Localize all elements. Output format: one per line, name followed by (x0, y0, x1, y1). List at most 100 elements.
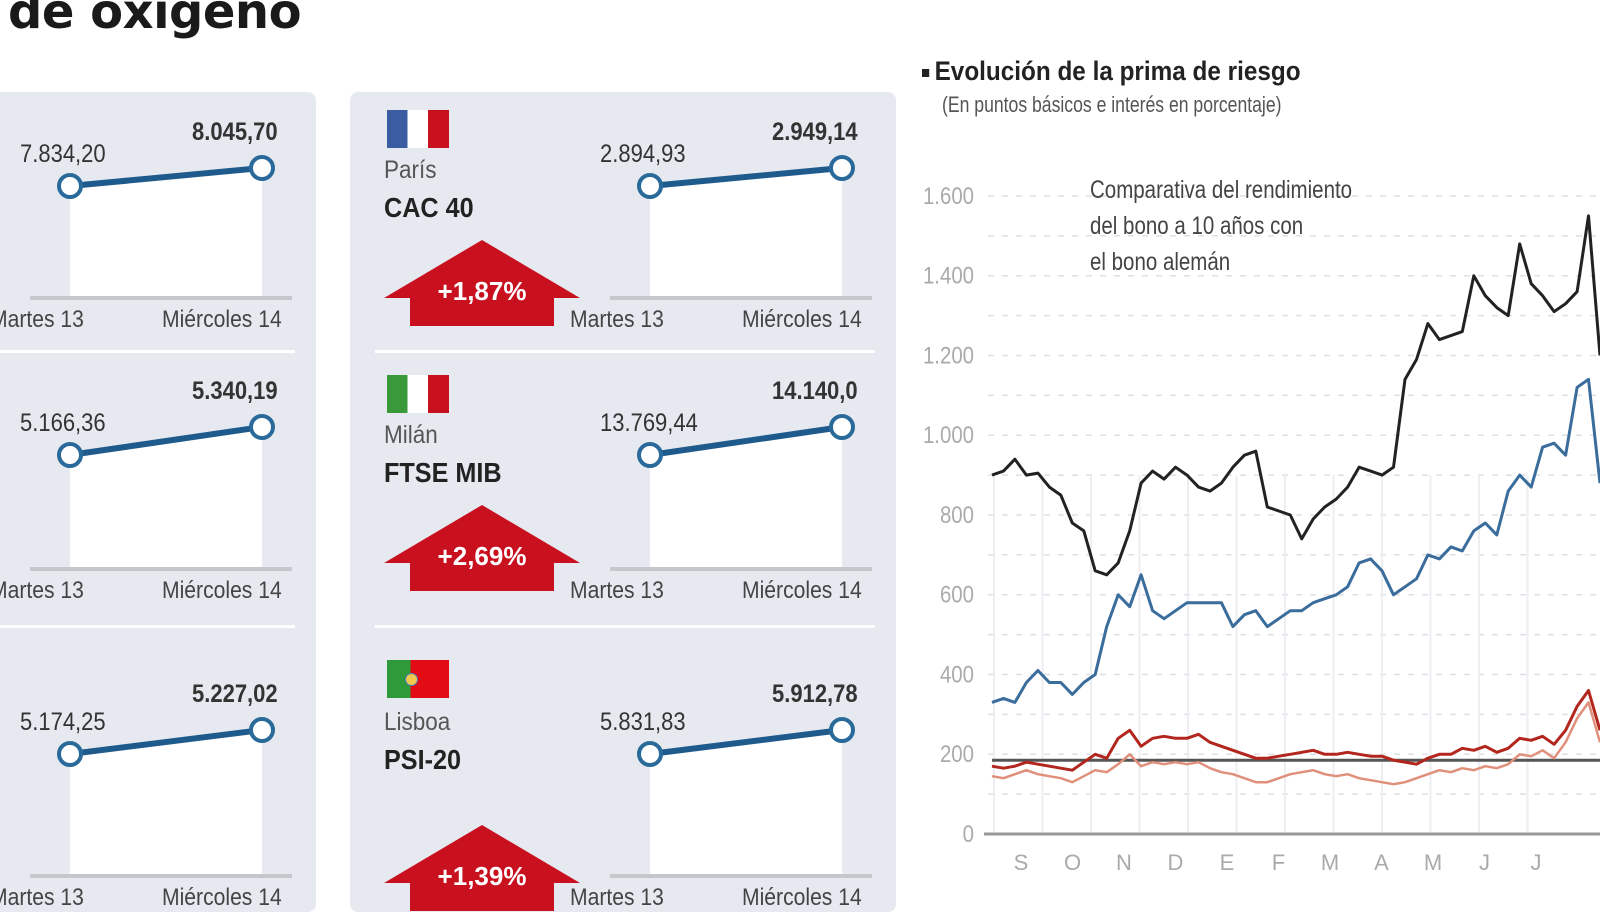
chart-annotation: Comparativa del rendimiento del bono a 1… (1090, 172, 1352, 280)
mini-line (637, 155, 855, 199)
x-tick-label: O (1064, 850, 1081, 875)
x-axis (30, 296, 292, 300)
mini-line (637, 414, 855, 468)
y-tick-label: 800 (940, 501, 974, 528)
start-point (637, 442, 663, 468)
mini-line-chart: 5.166,36 5.340,19 Martes 13 Miércoles 14 (0, 355, 320, 615)
portugal-emblem-icon (405, 673, 418, 686)
start-value: 7.834,20 (20, 140, 106, 168)
chart-subtitle: (En puntos básicos e interés en porcenta… (942, 92, 1282, 117)
annotation-line: del bono a 10 años con (1090, 212, 1304, 240)
start-value: 5.831,83 (600, 708, 686, 736)
day-label-start: Martes 13 (0, 884, 84, 911)
end-value: 14.140,0 (772, 377, 858, 405)
x-axis (610, 567, 872, 571)
mini-line (57, 717, 275, 767)
mini-line-chart: 5.174,25 5.227,02 Martes 13 Miércoles 14 (0, 630, 320, 911)
risk-premium-chart: 0 200 400 600 800 1.000 1.200 1.400 1.600 S O N D E F M… (923, 182, 1600, 875)
y-tick-label: 1.200 (923, 342, 974, 369)
end-point (249, 414, 275, 440)
y-tick-label: 1.000 (923, 422, 974, 449)
change-percent: +1,87% (437, 276, 527, 306)
market-index-name: PSI-20 (384, 744, 462, 775)
x-tick-label: M (1321, 850, 1339, 875)
mini-line (57, 414, 275, 468)
start-point (57, 173, 83, 199)
france-flag (387, 110, 449, 148)
market-index-name: FTSE MIB (384, 457, 502, 488)
up-arrow-icon (384, 505, 580, 591)
series-line-red (991, 689, 1600, 772)
trend-line (649, 727, 843, 757)
chart-title: Evolución de la prima de riesgo (922, 56, 1301, 87)
x-axis (610, 296, 872, 300)
trend-line (649, 424, 843, 458)
portugal-flag (387, 660, 449, 698)
market-city: París (384, 156, 437, 184)
row-divider (0, 350, 295, 353)
page-title: de oxígeno (8, 0, 302, 40)
x-tick-label: A (1374, 850, 1389, 875)
x-axis (30, 874, 292, 878)
start-point (57, 442, 83, 468)
market-index-name: CAC 40 (384, 192, 474, 223)
end-point (249, 717, 275, 743)
end-point (249, 155, 275, 181)
mini-line-chart: 2.894,93 2.949,14 Martes 13 Miércoles 14 (570, 90, 900, 350)
row-divider (0, 625, 295, 628)
trend-line (649, 165, 843, 189)
y-tick-label: 1.600 (923, 182, 974, 209)
x-tick-label: E (1220, 850, 1235, 875)
up-arrow-icon (384, 825, 580, 911)
x-tick-label: N (1116, 850, 1132, 875)
chart-area (70, 168, 262, 296)
start-value: 13.769,44 (600, 409, 698, 437)
end-value: 5.340,19 (192, 377, 278, 405)
day-label-start: Martes 13 (570, 884, 664, 911)
x-axis (30, 567, 292, 571)
start-point (637, 741, 663, 767)
day-label-start: Martes 13 (570, 577, 664, 604)
annotation-line: el bono alemán (1090, 248, 1231, 276)
italy-flag (387, 375, 449, 413)
start-value: 2.894,93 (600, 140, 686, 168)
day-label-end: Miércoles 14 (162, 577, 282, 604)
start-value: 5.174,25 (20, 708, 106, 736)
bullet-icon (922, 68, 930, 77)
change-percent: +2,69% (437, 541, 527, 571)
x-tick-label: J (1531, 850, 1542, 875)
end-point (829, 717, 855, 743)
start-point (57, 741, 83, 767)
series-line-blue (991, 377, 1600, 704)
row-divider (375, 350, 875, 353)
day-label-end: Miércoles 14 (742, 884, 862, 911)
trend-line (69, 727, 263, 757)
mini-line-chart: 7.834,20 8.045,70 Martes 13 Miércoles 14 (0, 90, 320, 350)
mini-line (57, 155, 275, 199)
end-value: 5.227,02 (192, 680, 278, 708)
end-point (829, 155, 855, 181)
trend-line (69, 424, 263, 458)
day-label-end: Miércoles 14 (742, 577, 862, 604)
mini-line-chart: 13.769,44 14.140,0 Martes 13 Miércoles 14 (570, 355, 900, 615)
series-line-black (991, 214, 1600, 577)
x-tick-label: F (1272, 850, 1285, 875)
change-percent: +1,39% (437, 861, 527, 891)
chart-area (650, 168, 842, 296)
x-axis (610, 874, 872, 878)
y-tick-label: 1.400 (923, 262, 974, 289)
market-city: Lisboa (384, 708, 451, 736)
series-line-salmon (991, 701, 1600, 786)
x-tick-label: J (1479, 850, 1490, 875)
chart-area (70, 730, 262, 874)
x-tick-label: D (1168, 850, 1184, 875)
chart-title-text: Evolución de la prima de riesgo (934, 56, 1301, 86)
end-value: 2.949,14 (772, 118, 858, 146)
x-tick-label: M (1424, 850, 1442, 875)
y-tick-label: 600 (940, 581, 974, 608)
end-point (829, 414, 855, 440)
mini-line-chart: 5.831,83 5.912,78 Martes 13 Miércoles 14 (570, 630, 900, 911)
y-tick-label: 400 (940, 661, 974, 688)
market-city: Milán (384, 421, 438, 449)
day-label-end: Miércoles 14 (162, 884, 282, 911)
